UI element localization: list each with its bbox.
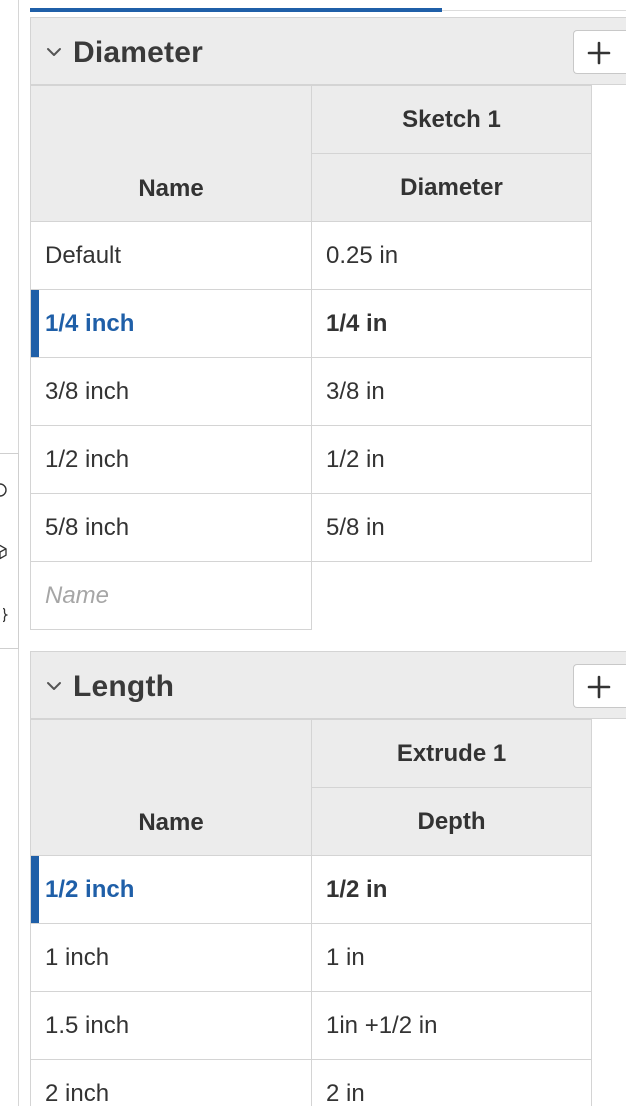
add-configuration-button[interactable]: [573, 664, 626, 708]
curly-braces-icon[interactable]: [0, 607, 8, 623]
table-row[interactable]: 3/8 inch 3/8 in: [30, 357, 592, 426]
config-section-length: Length Name Extrude 1 Depth 1/2 inch 1/2…: [30, 651, 626, 1106]
table-row[interactable]: 1/2 inch 1/2 in: [30, 425, 592, 494]
row-name-cell[interactable]: 5/8 inch: [30, 493, 312, 562]
row-name-text: 1/4 inch: [45, 309, 135, 337]
row-value-cell[interactable]: 3/8 in: [311, 357, 592, 426]
row-name-cell[interactable]: 3/8 inch: [30, 357, 312, 426]
row-value-cell[interactable]: 5/8 in: [311, 493, 592, 562]
name-column-header: Name: [30, 85, 312, 222]
row-value-cell[interactable]: 1 in: [311, 923, 592, 992]
row-name-cell[interactable]: 1/4 inch: [30, 289, 312, 358]
plus-icon: [587, 675, 611, 699]
table-row[interactable]: 1.5 inch 1in +1/2 in: [30, 991, 592, 1060]
row-value-cell[interactable]: 1/2 in: [311, 425, 592, 494]
new-row-name-input[interactable]: Name: [30, 561, 312, 630]
add-configuration-button[interactable]: [573, 30, 626, 74]
feature-column-header: Sketch 1: [311, 85, 592, 154]
configuration-table: Name Extrude 1 Depth 1/2 inch 1/2 in 1 i…: [30, 719, 592, 1106]
row-name-cell[interactable]: 2 inch: [30, 1059, 312, 1106]
section-header[interactable]: Length: [30, 651, 626, 719]
row-name-cell[interactable]: 1/2 inch: [30, 855, 312, 924]
table-row[interactable]: 5/8 inch 5/8 in: [30, 493, 592, 562]
row-name-text: 1/2 inch: [45, 875, 135, 903]
table-row-active[interactable]: 1/4 inch 1/4 in: [30, 289, 592, 358]
row-name-cell[interactable]: Default: [30, 221, 312, 290]
row-value-cell[interactable]: 1/4 in: [311, 289, 592, 358]
active-tab-indicator: [30, 8, 442, 12]
cube-icon[interactable]: [0, 544, 8, 560]
section-title: Length: [73, 670, 175, 703]
side-toolbar: [0, 453, 19, 649]
name-column-header: Name: [30, 719, 312, 856]
table-row[interactable]: Default 0.25 in: [30, 221, 592, 290]
row-name-cell[interactable]: 1/2 inch: [30, 425, 312, 494]
row-value-cell[interactable]: 1/2 in: [311, 855, 592, 924]
row-value-cell[interactable]: 0.25 in: [311, 221, 592, 290]
configuration-table: Name Sketch 1 Diameter Default 0.25 in 1…: [30, 85, 592, 630]
chevron-down-icon[interactable]: [45, 677, 63, 695]
active-row-indicator: [31, 856, 39, 923]
empty-cell: [312, 562, 592, 630]
row-value-cell[interactable]: 2 in: [311, 1059, 592, 1106]
plus-icon: [587, 41, 611, 65]
row-value-cell[interactable]: 1in +1/2 in: [311, 991, 592, 1060]
section-header[interactable]: Diameter: [30, 17, 626, 85]
circle-icon[interactable]: [0, 482, 8, 498]
config-section-diameter: Diameter Name Sketch 1 Diameter Default …: [30, 17, 626, 630]
table-row[interactable]: 1 inch 1 in: [30, 923, 592, 992]
active-row-indicator: [31, 290, 39, 357]
new-row[interactable]: Name: [30, 561, 592, 630]
parameter-column-header: Diameter: [311, 153, 592, 222]
section-title: Diameter: [73, 36, 203, 69]
table-row-active[interactable]: 1/2 inch 1/2 in: [30, 855, 592, 924]
feature-column-header: Extrude 1: [311, 719, 592, 788]
parameter-column-header: Depth: [311, 787, 592, 856]
row-name-cell[interactable]: 1.5 inch: [30, 991, 312, 1060]
row-name-cell[interactable]: 1 inch: [30, 923, 312, 992]
table-row[interactable]: 2 inch 2 in: [30, 1059, 592, 1106]
chevron-down-icon[interactable]: [45, 43, 63, 61]
